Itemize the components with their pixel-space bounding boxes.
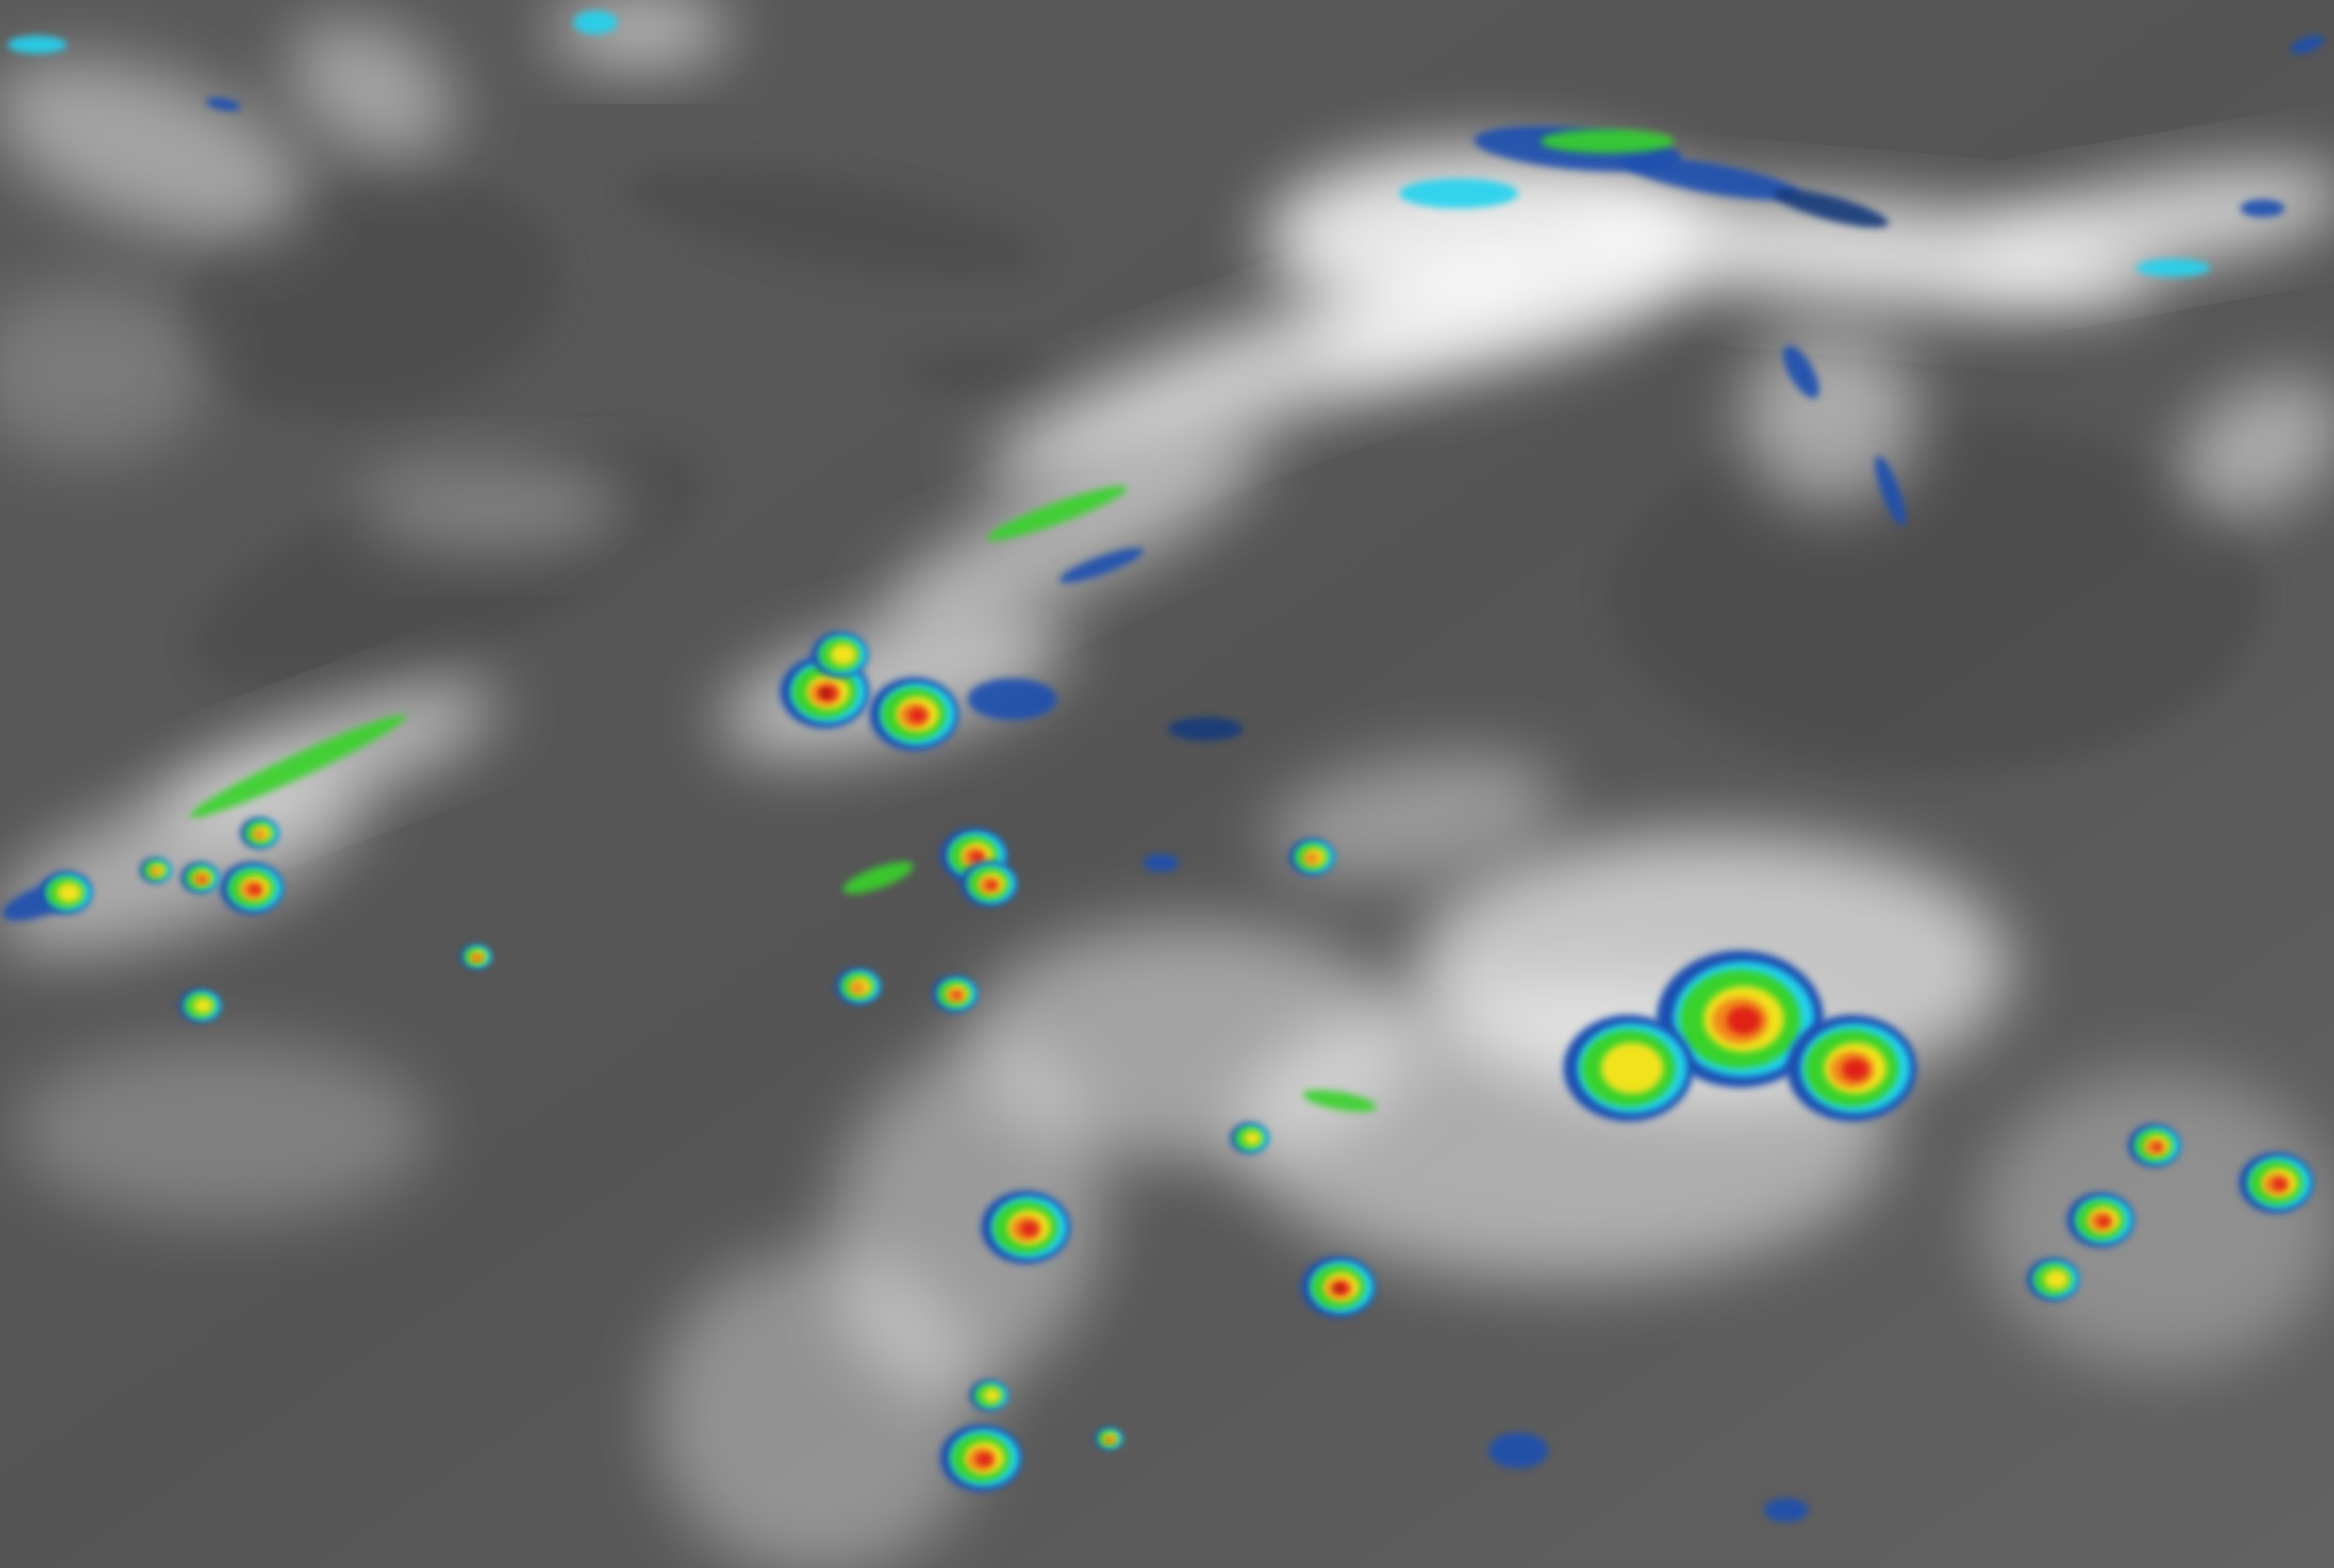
storm-ring (1243, 1131, 1262, 1146)
cold-cloud-top (843, 861, 914, 894)
cold-cloud-top (7, 35, 68, 54)
cold-cloud-top (2240, 199, 2285, 218)
storm-ring (475, 955, 482, 961)
storm-ring (1600, 1042, 1664, 1095)
cold-cloud-top (1168, 717, 1244, 741)
cold-cloud-top (2290, 35, 2325, 55)
cold-cloud-top (1623, 157, 1800, 200)
cloud-mass (0, 282, 208, 462)
storm-ring (2096, 1215, 2111, 1228)
cold-cloud-top (1059, 548, 1144, 584)
cloud-mass (1266, 753, 1562, 883)
cloud-mass (0, 771, 362, 954)
storm-ring (983, 1388, 1001, 1403)
cold-cloud-top (1488, 1432, 1548, 1469)
cloud-mass (1967, 168, 2334, 279)
storm-cell (2238, 1152, 2313, 1213)
storm-cell (1288, 838, 1334, 876)
storm-ring (193, 998, 213, 1015)
storm-cell (835, 967, 881, 1005)
storm-ring (1842, 1058, 1869, 1081)
storm-cell (178, 988, 221, 1023)
storm-cell (960, 860, 1017, 907)
cloud-mass (1979, 1071, 2334, 1369)
storm-ring (199, 876, 207, 883)
storm-ring (976, 1452, 994, 1467)
storm-ring (2272, 1178, 2288, 1191)
storm-ring (908, 707, 927, 723)
landmass (180, 175, 564, 420)
storm-ring (829, 643, 857, 666)
storm-cell (811, 631, 868, 678)
cold-cloud-top (206, 97, 241, 111)
storm-cells-layer (39, 631, 2313, 1492)
storm-ring (1334, 1285, 1342, 1292)
storm-cell (2127, 1124, 2180, 1167)
cloud-mass (654, 1249, 983, 1568)
cold-cloud-top (1782, 345, 1820, 399)
storm-cell (1563, 1015, 1694, 1122)
cloud-mass (2179, 378, 2334, 515)
storm-ring (1108, 1437, 1115, 1443)
landmass-layer (180, 166, 2263, 774)
storm-cell (39, 871, 92, 915)
cold-cloud-top (2136, 258, 2210, 277)
storm-cell (2027, 1258, 2079, 1301)
cold-cloud-layer (2, 10, 2325, 1523)
storm-ring (248, 883, 262, 896)
cloud-mass (289, 21, 455, 157)
storm-ring (819, 689, 830, 697)
storm-cell (1094, 1428, 1122, 1450)
landmass (907, 349, 1057, 395)
storm-cell (1786, 1015, 1917, 1122)
storm-ring (850, 982, 866, 995)
storm-ring (1726, 1006, 1762, 1035)
storm-cell (1656, 950, 1824, 1088)
cloud-mass (356, 461, 625, 551)
cold-cloud-top (1302, 1090, 1377, 1113)
storm-ring (253, 829, 266, 840)
storm-cell (220, 862, 284, 915)
cold-cloud-top (572, 10, 619, 35)
cloud-mass (14, 1041, 432, 1220)
storm-ring (1019, 1221, 1039, 1237)
storm-cell (969, 1379, 1008, 1411)
storm-cell (780, 654, 869, 729)
storm-ring (57, 882, 82, 903)
cold-cloud-top (967, 678, 1057, 720)
landmass (1607, 416, 2263, 774)
cold-cloud-top (1399, 178, 1519, 208)
storm-cell (869, 677, 959, 751)
storm-ring (1333, 1281, 1350, 1296)
cold-cloud-top (1875, 455, 1906, 526)
storm-cell (459, 944, 491, 969)
storm-cell (1230, 1122, 1268, 1154)
storm-ring (2152, 1142, 2163, 1152)
cold-cloud-top (190, 715, 406, 818)
storm-cell (2066, 1192, 2134, 1247)
storm-cell (981, 1190, 1070, 1264)
landmass (628, 166, 1039, 281)
storm-ring (969, 850, 985, 863)
storm-ring (952, 991, 963, 999)
cold-cloud-top (1763, 1497, 1809, 1523)
storm-cell (939, 1424, 1022, 1492)
storm-ring (1303, 851, 1319, 865)
cloud-mass (881, 436, 1263, 635)
storm-cell (1300, 1256, 1376, 1318)
storm-cell (180, 862, 220, 894)
cold-cloud-top (1773, 189, 1889, 228)
storm-cell (932, 975, 977, 1013)
storm-ring (985, 880, 999, 890)
cold-cloud-top (1143, 853, 1180, 872)
cold-cloud-top (1540, 129, 1675, 154)
cloud-mass (1315, 239, 1663, 387)
cold-cloud-top (986, 486, 1127, 541)
storm-cell (240, 817, 279, 849)
storm-ring (149, 867, 160, 876)
storm-ring (2044, 1269, 2069, 1290)
storm-cell (140, 858, 172, 883)
